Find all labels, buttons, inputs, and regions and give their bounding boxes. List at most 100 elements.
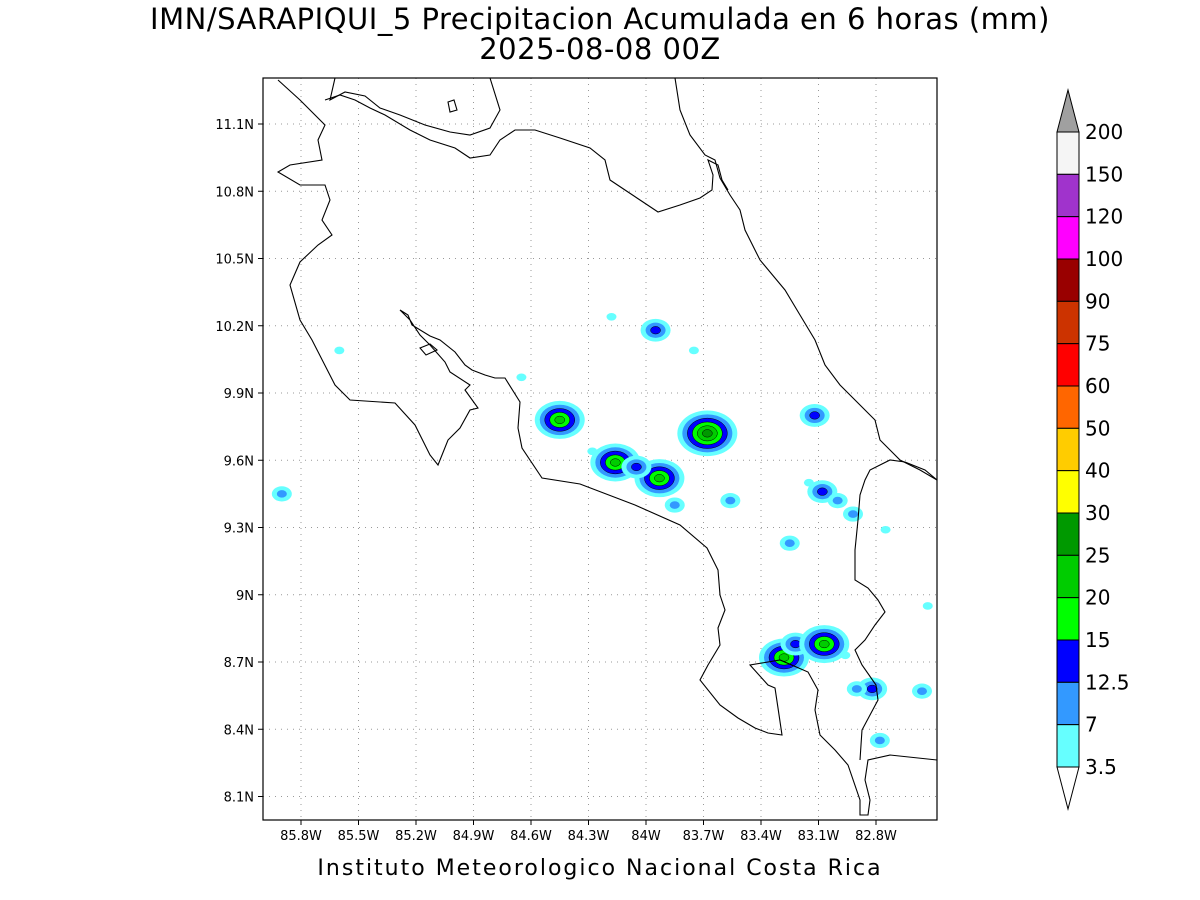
precip-contour — [606, 312, 617, 321]
precip-cell — [799, 625, 850, 664]
colorbar-label: 20 — [1085, 586, 1110, 610]
coastline-layer — [276, 78, 937, 816]
lon-tick-label: 84.3W — [568, 829, 610, 844]
precip-contour — [851, 685, 862, 693]
axis-ticks: 85.8W 85.5W 85.2W 84.9W 84.6W 84.3W 84W 83.7W 83… — [215, 118, 897, 844]
lat-tick-label: 8.1N — [224, 791, 254, 806]
colorbar-label: 100 — [1085, 247, 1123, 271]
colorbar-segment — [1056, 343, 1080, 387]
colorbar-segment — [1056, 512, 1080, 556]
pacific-coastline — [276, 79, 937, 816]
gulf-island — [419, 343, 439, 356]
colorbar-label: 60 — [1085, 374, 1110, 398]
colorbar-segment — [1056, 131, 1080, 175]
colorbar-label: 75 — [1085, 332, 1110, 356]
lake-shore — [329, 78, 501, 136]
precip-cell — [869, 732, 890, 749]
map-grid — [263, 78, 937, 820]
precip-contour — [790, 640, 801, 649]
colorbar-segment — [1056, 427, 1080, 472]
precipitation-layer — [271, 312, 933, 749]
precip-cell — [912, 683, 932, 699]
lon-tick-label: 84W — [631, 829, 661, 844]
precip-contour — [917, 687, 927, 695]
colorbar-segment — [1056, 681, 1080, 726]
colorbar-segment — [1056, 173, 1080, 218]
precip-cell — [688, 346, 699, 355]
precip-contour — [631, 462, 642, 472]
precip-cell — [720, 493, 741, 509]
precip-cell — [271, 486, 292, 502]
lat-tick-label: 8.7N — [224, 656, 254, 671]
colorbar-bottom-triangle — [1056, 766, 1080, 811]
lon-tick-label: 85.5W — [338, 829, 380, 844]
lat-tick-label: 8.4N — [224, 723, 254, 738]
precip-contour — [874, 736, 885, 745]
lon-tick-label: 85.8W — [280, 829, 322, 844]
colorbar-label: 25 — [1085, 543, 1110, 567]
precip-cell — [779, 535, 800, 551]
lat-tick-label: 9N — [236, 589, 254, 604]
precip-cell — [846, 681, 867, 697]
precip-contour — [334, 346, 345, 355]
lat-tick-label: 11.1N — [215, 118, 254, 133]
precip-contour — [702, 429, 713, 438]
institution-footer: Instituto Meteorologico Nacional Costa R… — [317, 856, 883, 881]
colorbar: 200 150 120 100 90 75 60 50 40 30 25 20 15 12.5 7 3.5 — [1056, 88, 1130, 811]
precip-contour — [516, 373, 527, 382]
precip-cell — [534, 400, 585, 439]
precip-contour — [587, 447, 598, 456]
precip-contour — [866, 684, 878, 693]
lon-tick-label: 84.6W — [510, 829, 552, 844]
precip-contour — [880, 525, 891, 534]
precip-contour — [832, 496, 843, 505]
colorbar-label: 3.5 — [1085, 755, 1117, 779]
northern-island — [447, 99, 458, 113]
precip-cell — [664, 497, 685, 513]
precip-contour — [840, 651, 851, 660]
caribbean-coastline — [674, 78, 937, 481]
lon-tick-label: 84.9W — [453, 829, 495, 844]
precip-cell — [587, 447, 598, 456]
precip-contour — [817, 487, 828, 496]
map-title: IMN/SARAPIQUI_5 Precipitacion Acumulada … — [150, 2, 1050, 36]
colorbar-segment — [1056, 639, 1080, 683]
lon-tick-label: 83.4W — [740, 829, 782, 844]
precip-cell — [840, 651, 851, 660]
lon-tick-label: 82.8W — [855, 829, 897, 844]
lat-tick-label: 10.5N — [215, 253, 254, 268]
lon-tick-label: 85.2W — [395, 829, 437, 844]
lat-tick-label: 9.9N — [224, 387, 254, 402]
precip-cell — [880, 525, 891, 534]
precip-contour — [654, 474, 665, 483]
precip-cell — [677, 410, 738, 457]
panama-border — [854, 459, 937, 761]
colorbar-segment — [1056, 385, 1080, 429]
precip-contour — [669, 501, 680, 509]
precip-contour — [650, 326, 661, 335]
precip-contour — [848, 510, 858, 518]
precip-cell — [606, 312, 617, 321]
precip-contour — [276, 490, 287, 498]
lat-tick-label: 9.3N — [224, 522, 254, 537]
lon-tick-label: 83.7W — [683, 829, 725, 844]
map-date: 2025-08-08 00Z — [479, 32, 721, 66]
precip-cell — [640, 318, 671, 342]
colorbar-segment — [1056, 724, 1080, 768]
colorbar-label: 200 — [1085, 120, 1123, 144]
precip-cell — [922, 602, 933, 610]
precip-cell — [799, 404, 830, 427]
precip-cell — [843, 506, 863, 522]
lon-tick-label: 83.1W — [798, 829, 840, 844]
precip-cell — [827, 493, 848, 509]
colorbar-segment — [1056, 216, 1080, 260]
colorbar-label: 50 — [1085, 416, 1110, 440]
precip-cell — [803, 478, 814, 487]
precip-contour — [554, 415, 565, 424]
nicaragua-border — [324, 94, 729, 213]
colorbar-label: 90 — [1085, 289, 1110, 313]
precip-contour — [819, 640, 830, 649]
precip-contour — [725, 496, 736, 505]
precip-cell — [516, 373, 527, 382]
